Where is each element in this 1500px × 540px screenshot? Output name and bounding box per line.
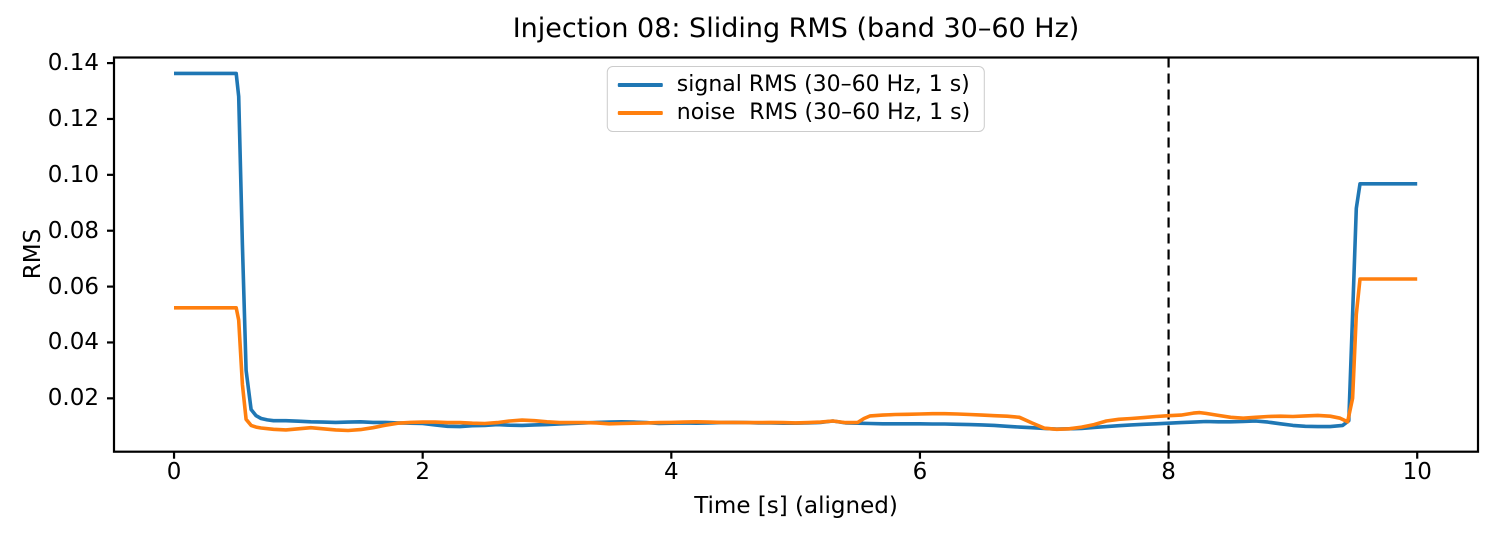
y-tick-label: 0.06 <box>47 273 99 300</box>
legend: signal RMS (30–60 Hz, 1 s) noise RMS (30… <box>606 66 986 132</box>
y-tick-label: 0.08 <box>47 217 99 244</box>
x-tick-label: 8 <box>1161 459 1176 485</box>
x-tick-label: 4 <box>663 459 679 485</box>
legend-entry-noise: noise RMS (30–60 Hz, 1 s) <box>617 99 971 127</box>
y-tick-label: 0.10 <box>47 161 99 188</box>
y-tick-label: 0.02 <box>47 385 99 412</box>
noise-rms-line <box>174 277 1418 433</box>
legend-label-noise: noise RMS (30–60 Hz, 1 s) <box>676 100 971 125</box>
signal-line-sample <box>617 83 663 87</box>
y-tick-label: 0.12 <box>47 105 99 132</box>
x-tick-label: 6 <box>912 459 928 485</box>
legend-entry-signal: signal RMS (30–60 Hz, 1 s) <box>617 71 970 99</box>
x-axis-label: Time [s] (aligned) <box>694 493 898 519</box>
legend-label-signal: signal RMS (30–60 Hz, 1 s) <box>676 72 970 97</box>
chart-title: Injection 08: Sliding RMS (band 30–60 Hz… <box>512 13 1080 44</box>
y-tick-label: 0.14 <box>47 50 99 77</box>
noise-line-sample <box>617 111 663 115</box>
y-tick-label: 0.04 <box>47 329 99 356</box>
axes-frame <box>112 56 1480 453</box>
x-tick-label: 10 <box>1402 459 1432 485</box>
x-tick-label: 0 <box>166 459 182 485</box>
x-tick-label: 2 <box>415 459 430 485</box>
